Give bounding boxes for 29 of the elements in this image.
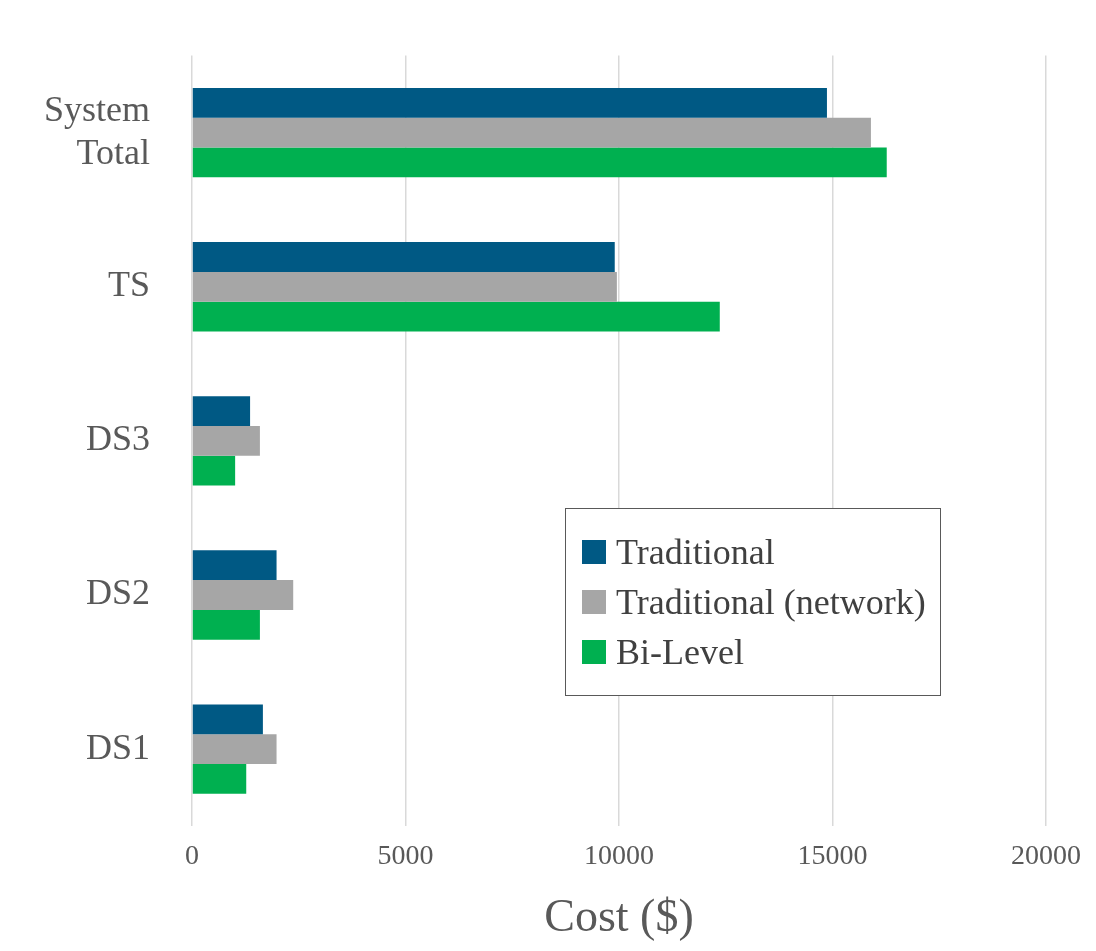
x-tick-label: 10000	[584, 839, 655, 871]
x-tick-label: 20000	[1011, 839, 1081, 871]
bar	[192, 455, 236, 486]
bar	[192, 580, 294, 610]
y-tick-label: DS3	[85, 418, 151, 459]
bar	[192, 609, 260, 640]
bar	[192, 396, 251, 426]
bar	[192, 87, 827, 118]
y-tick-label: TS	[108, 264, 151, 305]
bar	[192, 117, 871, 148]
bar	[192, 147, 887, 178]
bar	[192, 704, 263, 735]
bar	[192, 764, 247, 794]
bar	[192, 734, 277, 765]
bar	[192, 242, 615, 272]
x-tick-label: 0	[185, 839, 200, 871]
y-tick-label: DS2	[85, 572, 151, 613]
x-axis-title: Cost ($)	[544, 890, 694, 942]
bar	[192, 426, 260, 456]
bar	[192, 271, 617, 302]
y-tick-label: DS1	[85, 726, 151, 767]
legend-label: Bi-Level	[616, 631, 744, 674]
x-tick-label: 15000	[797, 839, 868, 871]
legend-label: Traditional	[616, 531, 775, 574]
bar	[192, 550, 277, 581]
legend-label: Traditional (network)	[616, 581, 926, 624]
bar	[192, 301, 720, 332]
x-tick-label: 5000	[377, 839, 434, 871]
y-tick-label: System Total	[44, 88, 151, 172]
